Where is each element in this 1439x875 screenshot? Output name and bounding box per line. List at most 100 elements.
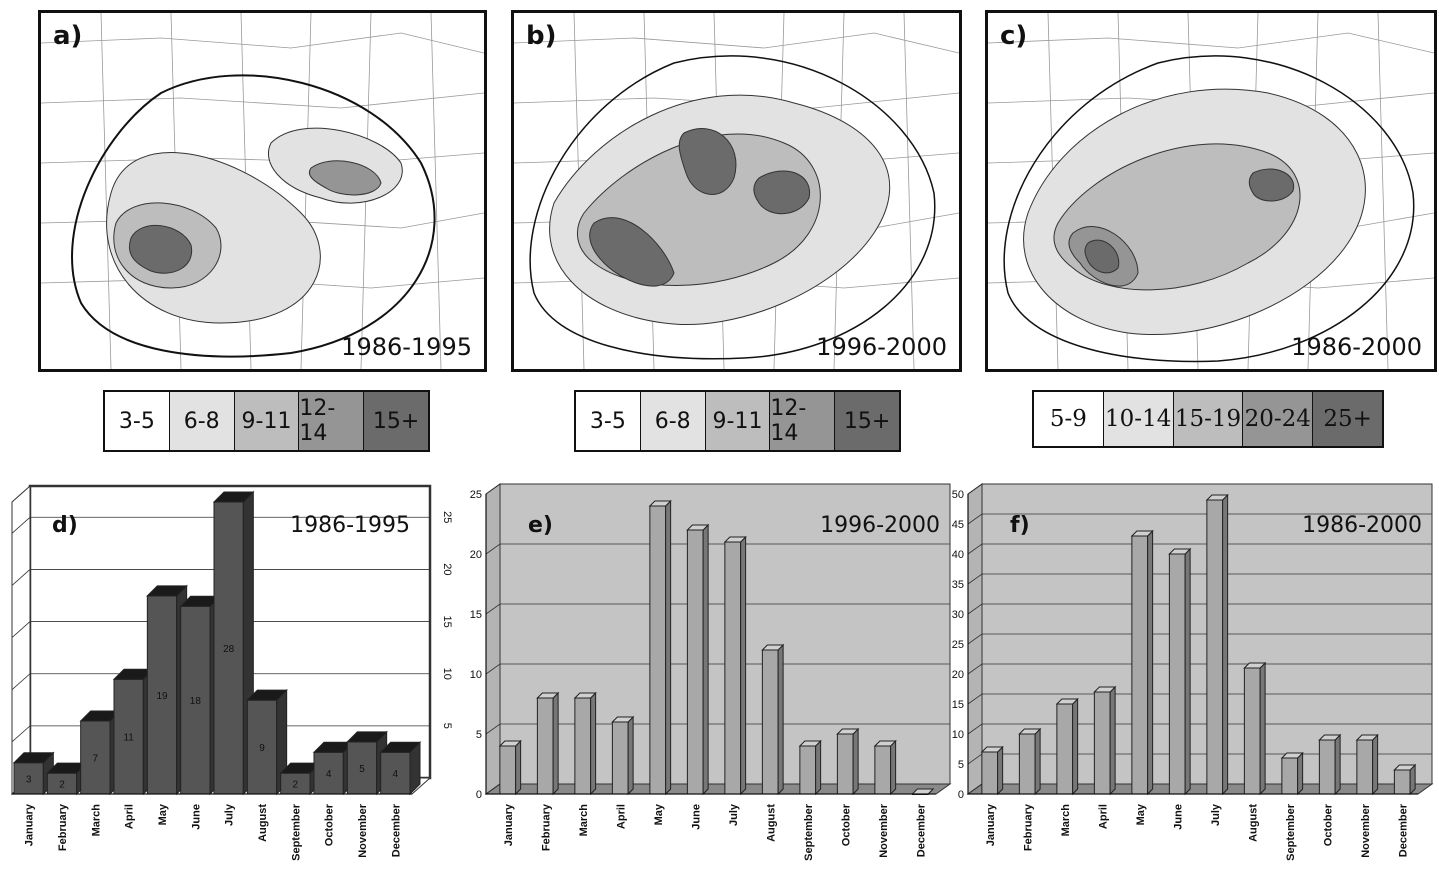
category-label: January: [24, 803, 36, 846]
legend-item-3: 12-14: [299, 392, 365, 450]
map-panel-b: b) 1996-2000: [511, 10, 962, 372]
bar-top: [346, 731, 388, 743]
category-label: January: [985, 803, 997, 846]
data-label: 19: [156, 691, 168, 702]
data-label: 2: [59, 780, 65, 791]
bar-front: [499, 745, 517, 795]
bar-august: [1243, 661, 1267, 796]
bar-top: [1280, 752, 1304, 759]
bar-side: [1222, 493, 1229, 796]
bar-front: [611, 721, 629, 795]
gridline: [967, 633, 1432, 645]
bar-july: [1205, 493, 1229, 796]
bar-side: [1184, 547, 1191, 796]
data-label: 5: [359, 764, 365, 775]
y-tick-label: 5: [958, 759, 964, 771]
bar-top: [1205, 494, 1229, 501]
category-label: September: [1285, 803, 1297, 861]
y-tick-label: 20: [441, 563, 453, 575]
data-label: 7: [93, 754, 99, 765]
bar-front: [799, 745, 817, 795]
y-tick-label: 15: [952, 699, 964, 711]
category-label: May: [157, 803, 169, 825]
bar-top: [1243, 662, 1267, 669]
data-label: 9: [259, 743, 265, 754]
bar-april: [611, 715, 635, 796]
y-tick-label: 5: [476, 729, 482, 741]
category-label: March: [578, 804, 590, 837]
side-wall: [11, 484, 31, 796]
bar-january: [498, 739, 522, 796]
legend-item-0: 3-5: [576, 392, 641, 450]
bar-top: [723, 536, 747, 543]
category-label: September: [290, 803, 302, 861]
bar-front: [180, 605, 211, 795]
bar-top: [798, 740, 822, 747]
bar-top: [146, 585, 188, 597]
bar-september: [798, 739, 822, 796]
category-label: September: [803, 803, 815, 861]
bar-side: [702, 523, 709, 796]
bar-may: [1130, 529, 1154, 796]
bar-front: [1318, 739, 1336, 795]
data-label: 4: [326, 769, 332, 780]
legend-item-3: 20-24: [1243, 392, 1314, 446]
bar-side: [852, 727, 859, 796]
bar-top: [212, 491, 255, 503]
bar-top: [611, 716, 635, 723]
gridline: [11, 673, 430, 691]
period-label-c: 1986-2000: [1291, 333, 1422, 361]
panel-letter-b: b): [526, 21, 557, 51]
bar-top: [980, 746, 1004, 753]
bar-top: [1355, 734, 1379, 741]
category-label: May: [653, 803, 665, 825]
bar-side: [1147, 529, 1154, 796]
bar-side: [552, 691, 559, 796]
category-label: December: [1397, 803, 1409, 857]
gridline: [967, 483, 1432, 495]
map-panel-a: a) 1986-1995: [38, 10, 487, 372]
bar-february: [1018, 727, 1042, 796]
map-panel-c: c) 1986-2000: [985, 10, 1437, 372]
y-tick-label: 10: [470, 669, 482, 681]
y-tick-label: 20: [952, 669, 964, 681]
bar-front: [536, 697, 554, 795]
bar-chart-d: 5 10 15 20 25 3 January 2 February 7 March 11 April 1…: [0, 472, 470, 872]
bar-chart-e: 0 5 10 15 20 25 January February March April May Ju…: [468, 472, 958, 872]
bar-front: [246, 699, 278, 795]
y-tick-label: 10: [952, 729, 964, 741]
bar-chart-f: 0 5 10 15 20 25 30 35 40 45 50 January February March…: [950, 472, 1439, 872]
y-tick-label: 35: [952, 579, 964, 591]
bar-june: [686, 523, 710, 796]
bar-top: [761, 644, 785, 651]
legend-item-2: 9-11: [705, 392, 771, 450]
bar-front: [1131, 535, 1149, 795]
panel-letter: f): [1010, 513, 1030, 538]
gridline: [967, 543, 1432, 555]
bar-front: [1243, 667, 1261, 795]
legend-a: 3-5 6-8 9-11 12-14 15+: [103, 390, 430, 452]
contour-map-a: [41, 13, 484, 369]
chart-title: 1986-1995: [290, 513, 410, 538]
bar-november: 5: [346, 730, 388, 796]
bar-august: 9: [246, 688, 288, 796]
gridline: [485, 723, 950, 735]
data-label: 11: [123, 733, 134, 744]
bar-side: [1109, 685, 1116, 796]
bar-side: [627, 715, 634, 796]
category-label: April: [1097, 804, 1109, 829]
gridline: [967, 723, 1432, 735]
category-label: July: [224, 803, 236, 826]
legend-item-1: 6-8: [169, 392, 235, 450]
bar-top: [12, 752, 55, 764]
bar-november: [1355, 733, 1379, 796]
gridline: [967, 663, 1432, 675]
chart-title: 1986-2000: [1302, 513, 1422, 538]
category-label: August: [765, 804, 777, 842]
y-tick-label: 20: [470, 549, 482, 561]
y-tick-label: 25: [952, 639, 964, 651]
gridline: [485, 663, 950, 675]
bar-front: [346, 741, 378, 795]
bar-top: [573, 692, 597, 699]
bar-side: [1297, 751, 1304, 796]
